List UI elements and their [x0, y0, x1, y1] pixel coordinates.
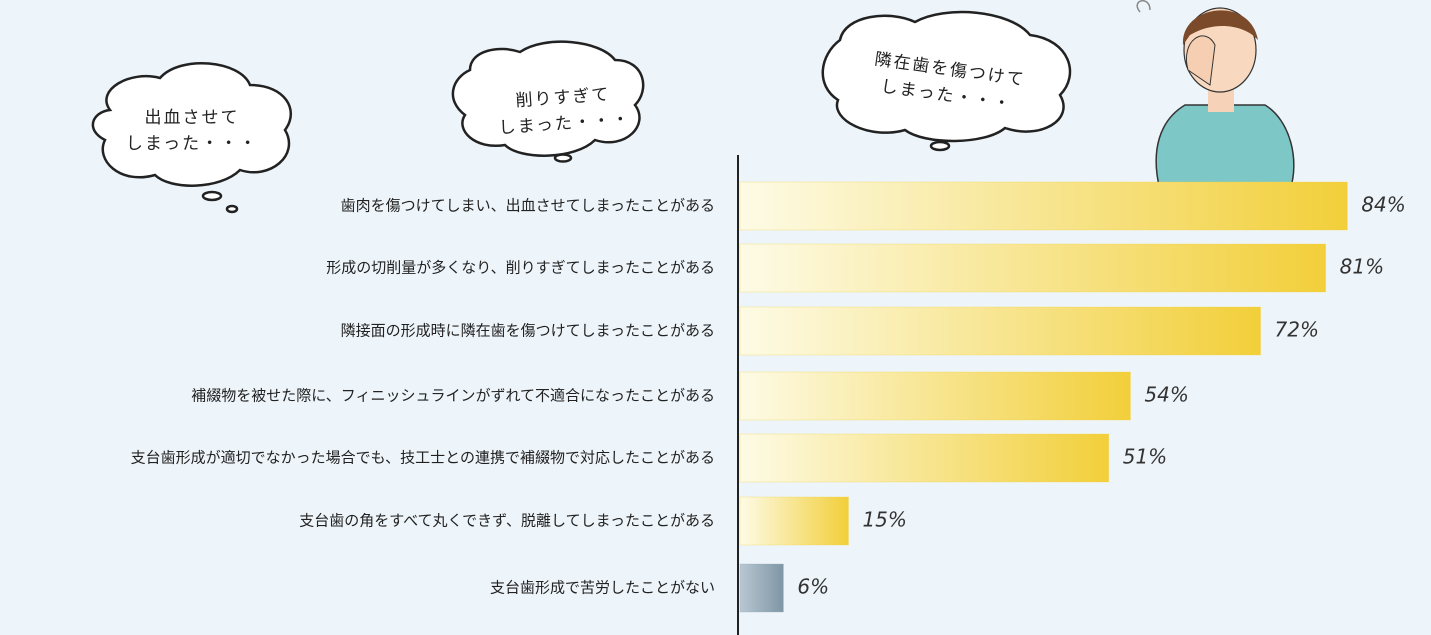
- value-label: 15%: [862, 508, 906, 532]
- bubble-3: [821, 10, 1072, 152]
- bar: [739, 563, 784, 613]
- bar: [739, 371, 1131, 421]
- bar: [739, 496, 849, 546]
- category-label: 隣接面の形成時に隣在歯を傷つけてしまったことがある: [341, 322, 715, 340]
- bubble-2: [451, 40, 645, 163]
- value-label: 84%: [1361, 193, 1405, 217]
- category-label: 形成の切削量が多くなり、削りすぎてしまったことがある: [326, 259, 715, 277]
- bubble-text: しまった・・・: [126, 134, 258, 154]
- value-label: 81%: [1340, 255, 1384, 279]
- category-label: 支台歯形成が適切でなかった場合でも、技工士との連携で補綴物で対応したことがある: [131, 449, 715, 467]
- person-illustration: [1136, 0, 1295, 191]
- category-label: 支台歯の角をすべて丸くできず、脱離してしまったことがある: [299, 512, 715, 530]
- category-label: 補綴物を被せた際に、フィニッシュラインがずれて不適合になったことがある: [191, 387, 715, 405]
- bar: [739, 433, 1110, 483]
- value-label: 72%: [1275, 318, 1319, 342]
- category-label: 支台歯形成で苦労したことがない: [490, 579, 715, 597]
- value-label: 51%: [1123, 445, 1167, 469]
- bar: [739, 181, 1348, 231]
- value-label: 54%: [1144, 383, 1188, 407]
- bar: [739, 306, 1262, 356]
- bubble-1: [91, 61, 292, 214]
- value-label: 6%: [797, 575, 829, 599]
- bubble-text: 出血させて: [145, 108, 240, 128]
- category-label: 歯肉を傷つけてしまい、出血させてしまったことがある: [341, 197, 715, 215]
- bar: [739, 243, 1327, 293]
